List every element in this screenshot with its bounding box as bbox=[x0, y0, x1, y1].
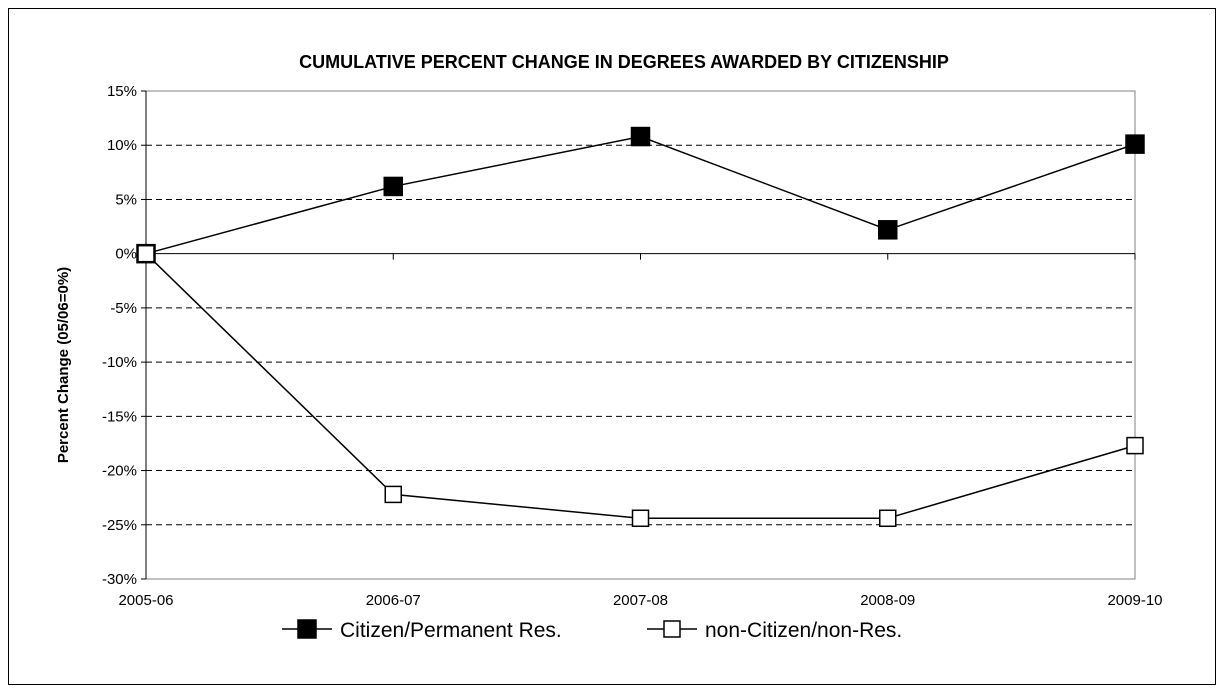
series-1 bbox=[136, 126, 1145, 264]
axes bbox=[141, 90, 1136, 580]
series-line bbox=[145, 253, 1136, 520]
y-axis-title: Percent Change (05/06=0%) bbox=[55, 267, 72, 463]
x-tick-labels: 2005-06 2006-07 2007-08 2008-09 2009-10 bbox=[118, 592, 1162, 609]
x-tick-label: 2005-06 bbox=[118, 592, 173, 609]
y-tick-label: -25% bbox=[102, 517, 137, 534]
y-tick-label: -5% bbox=[110, 300, 137, 317]
legend-marker bbox=[663, 620, 681, 638]
series-2 bbox=[137, 244, 1144, 528]
x-tick-label: 2006-07 bbox=[366, 592, 421, 609]
y-tick-labels: 15% 10% 5% 0% -5% -10% -15% -20% -25% -30% bbox=[102, 83, 137, 588]
y-tick-label: -15% bbox=[102, 408, 137, 425]
y-tick-label: 5% bbox=[115, 191, 137, 208]
y-tick-label: -30% bbox=[102, 571, 137, 588]
legend-marker bbox=[297, 619, 317, 639]
legend-label: Citizen/Permanent Res. bbox=[340, 619, 562, 642]
legend-item-1: Citizen/Permanent Res. bbox=[282, 619, 562, 642]
plot-area-border bbox=[145, 90, 1136, 580]
y-tick-label: 10% bbox=[107, 137, 137, 154]
legend-item-2: non-Citizen/non-Res. bbox=[647, 619, 902, 642]
legend: Citizen/Permanent Res. non-Citizen/non-Re… bbox=[282, 619, 902, 642]
y-tick-label: -20% bbox=[102, 463, 137, 480]
data-point bbox=[384, 485, 402, 504]
series-layer bbox=[136, 126, 1145, 528]
chart-frame: CUMULATIVE PERCENT CHANGE IN DEGREES AWA… bbox=[8, 8, 1216, 685]
legend-label: non-Citizen/non-Res. bbox=[705, 619, 902, 642]
x-tick-label: 2008-09 bbox=[860, 592, 915, 609]
series-line bbox=[145, 135, 1136, 255]
y-tick-label: 15% bbox=[107, 83, 137, 100]
chart-title: CUMULATIVE PERCENT CHANGE IN DEGREES AWA… bbox=[299, 52, 949, 72]
grid-lines bbox=[146, 144, 1135, 526]
data-point bbox=[1126, 436, 1144, 455]
data-point bbox=[383, 176, 403, 197]
data-point bbox=[630, 126, 651, 147]
data-point bbox=[1125, 134, 1145, 154]
data-point bbox=[878, 220, 898, 240]
data-point bbox=[137, 244, 155, 263]
x-tick-label: 2007-08 bbox=[613, 592, 668, 609]
x-tick-label: 2009-10 bbox=[1107, 592, 1162, 609]
data-point bbox=[631, 509, 650, 528]
chart-svg: CUMULATIVE PERCENT CHANGE IN DEGREES AWA… bbox=[55, 52, 1163, 642]
y-tick-label: -10% bbox=[102, 354, 137, 371]
y-tick-label: 0% bbox=[115, 246, 137, 263]
data-point bbox=[879, 509, 897, 528]
